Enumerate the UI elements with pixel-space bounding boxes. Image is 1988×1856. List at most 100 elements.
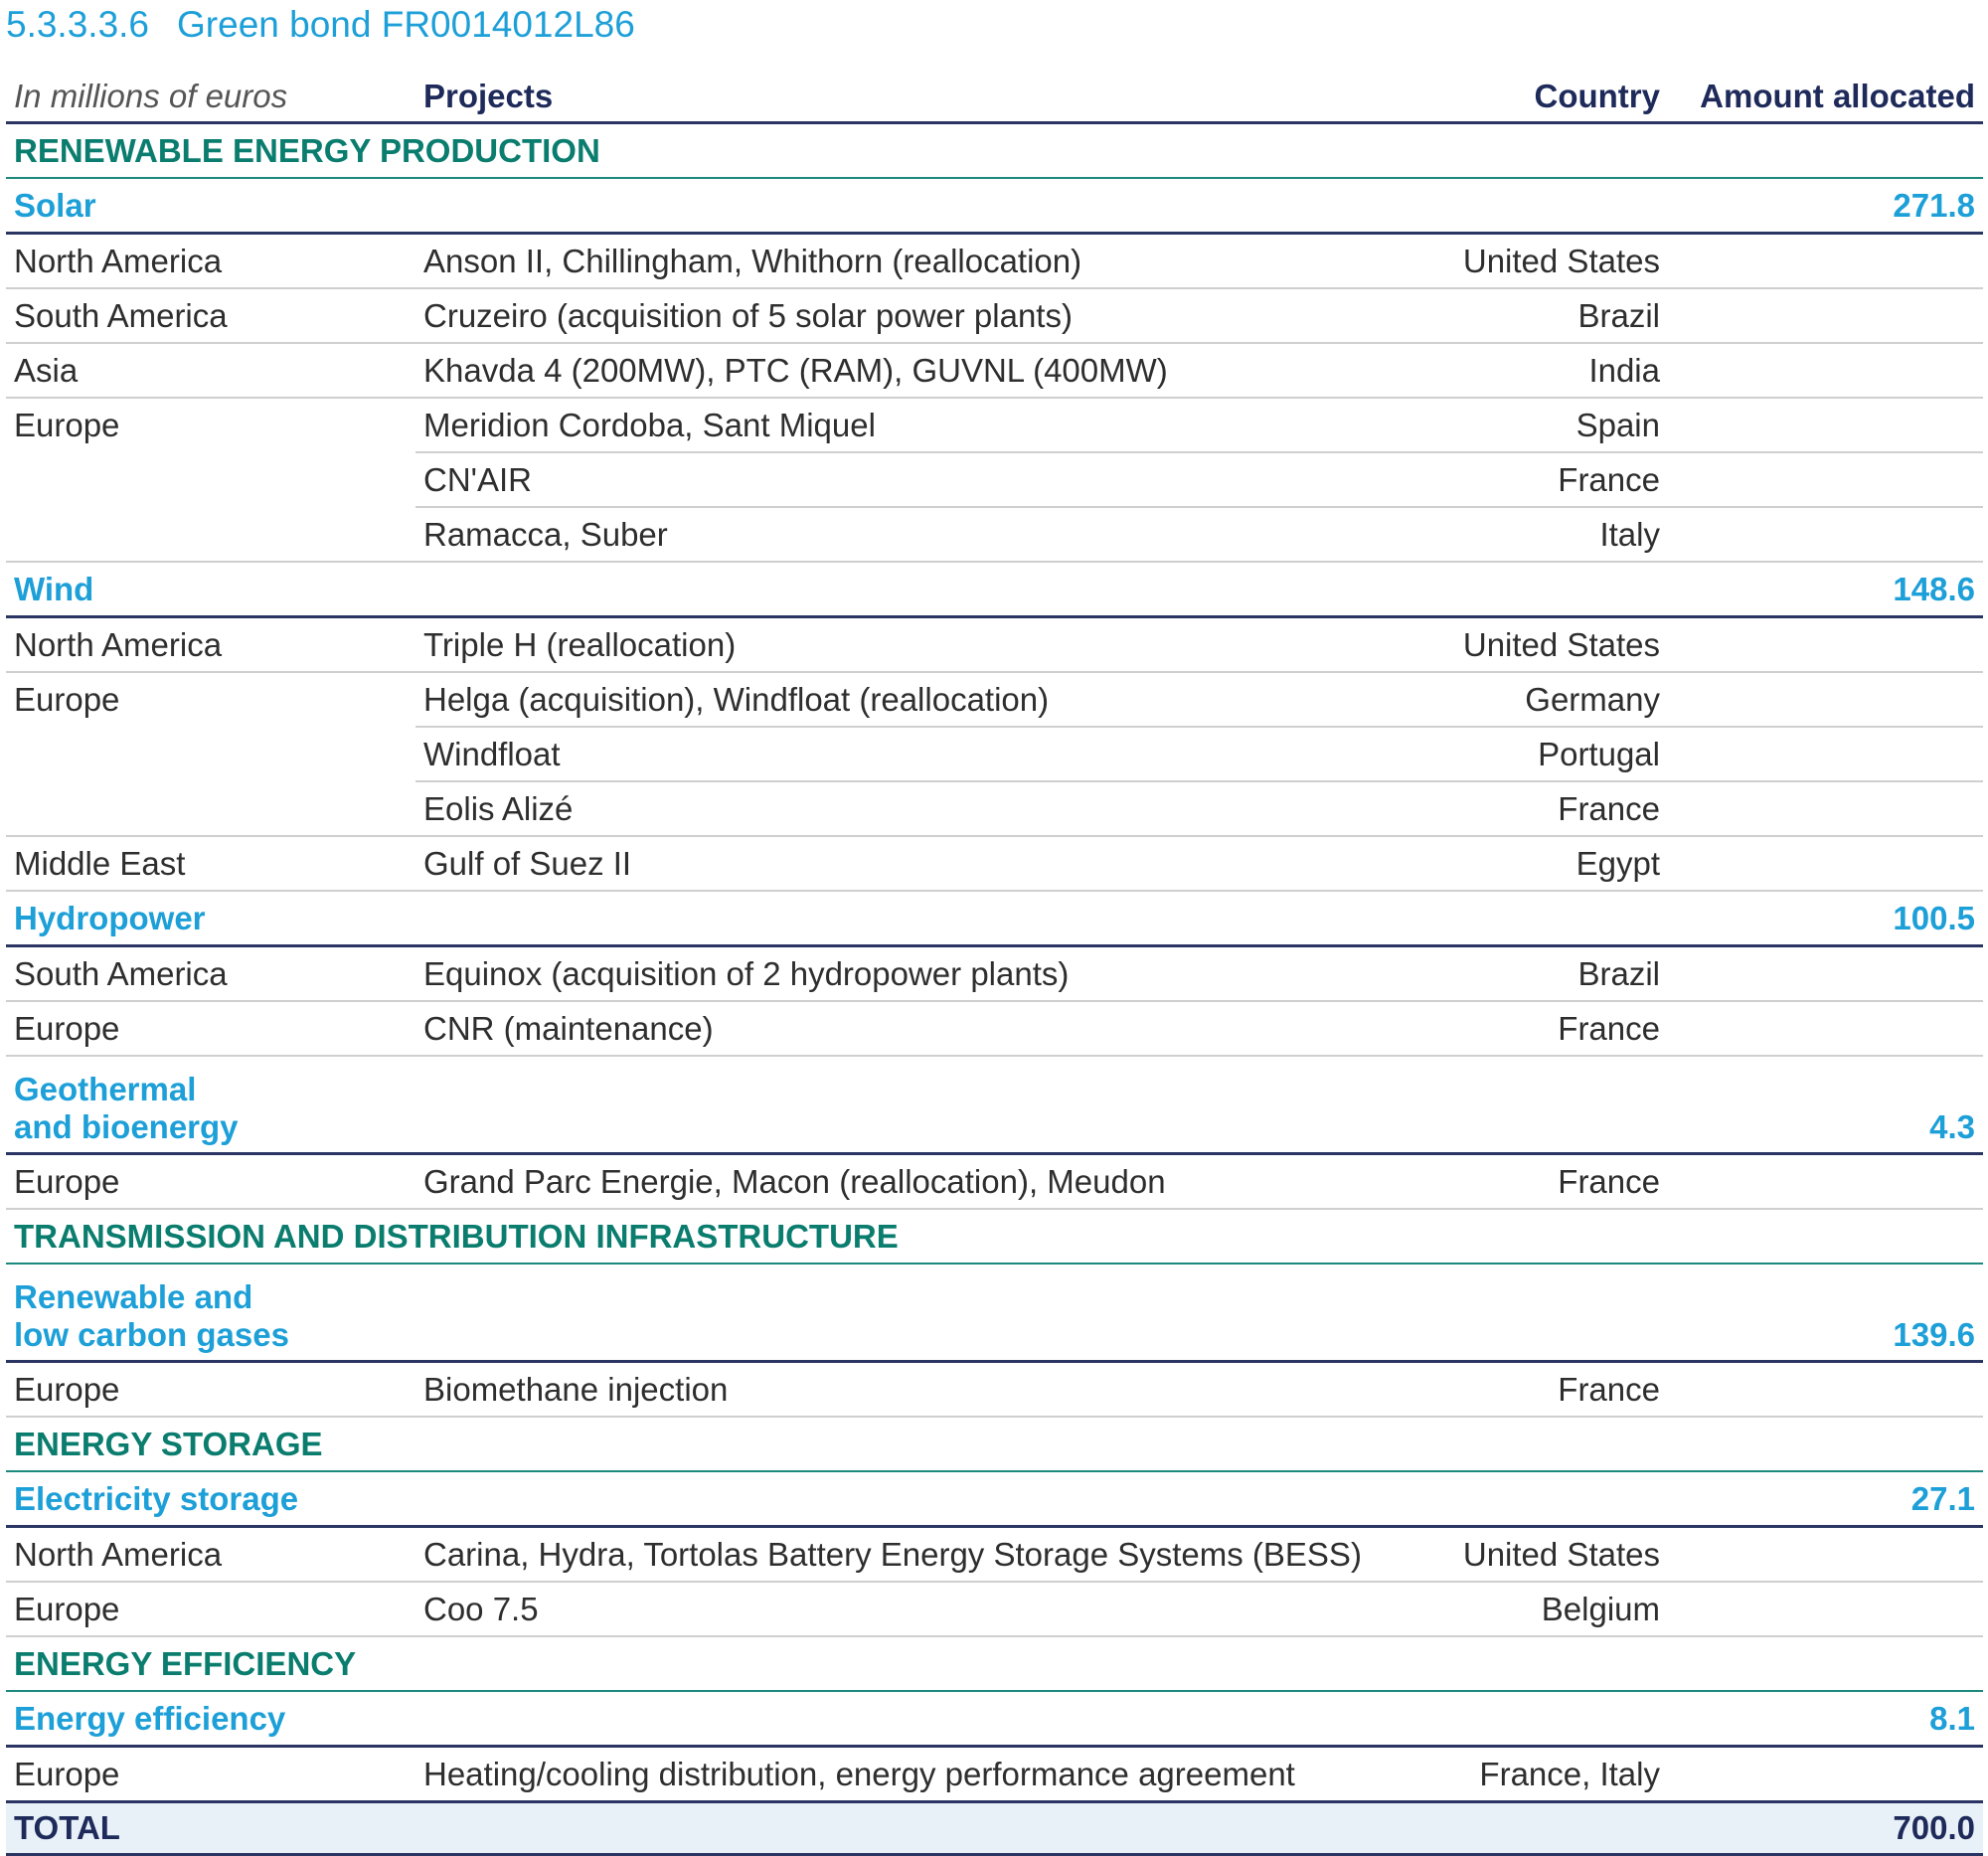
project-cell: Gulf of Suez II xyxy=(415,836,1409,892)
page-title: 5.3.3.3.6 Green bond FR0014012L86 xyxy=(6,4,635,46)
country-cell: Brazil xyxy=(1409,945,1668,1002)
project-cell: Meridion Cordoba, Sant Miquel xyxy=(415,398,1409,453)
country-cell: France xyxy=(1409,1001,1668,1057)
amount-cell xyxy=(1668,1526,1983,1583)
category-name-line2: low carbon gases xyxy=(14,1316,289,1353)
table-row: Europe CNR (maintenance) France xyxy=(6,1001,1983,1057)
region-cell: North America xyxy=(6,616,415,673)
project-cell: Biomethane injection xyxy=(415,1361,1409,1418)
region-cell: Europe xyxy=(14,680,120,718)
section-label: TRANSMISSION AND DISTRIBUTION INFRASTRUC… xyxy=(6,1209,1983,1265)
region-cell: North America xyxy=(6,1526,415,1583)
category-name: Renewable and low carbon gases xyxy=(6,1264,1668,1363)
project-cell: Khavda 4 (200MW), PTC (RAM), GUVNL (400M… xyxy=(415,343,1409,399)
section-label: ENERGY STORAGE xyxy=(6,1417,1983,1472)
section-number: 5.3.3.3.6 xyxy=(6,4,150,45)
category-name: Energy efficiency xyxy=(6,1691,1668,1748)
country-cell: United States xyxy=(1409,1526,1668,1583)
region-cell: South America xyxy=(6,945,415,1002)
region-cell xyxy=(6,507,415,563)
amount-cell xyxy=(1668,1582,1983,1637)
category-name-line2: and bioenergy xyxy=(14,1108,239,1145)
section-label: ENERGY EFFICIENCY xyxy=(6,1636,1983,1692)
category-row: Wind 148.6 xyxy=(6,562,1983,618)
region-cell: Middle East xyxy=(6,836,415,892)
country-cell: France, Italy xyxy=(1409,1746,1668,1803)
table-header-row: In millions of euros Projects Country Am… xyxy=(6,72,1983,124)
country-cell: Portugal xyxy=(1409,727,1668,782)
table-row: Eolis Alizé France xyxy=(6,781,1983,837)
table-row: Asia Khavda 4 (200MW), PTC (RAM), GUVNL … xyxy=(6,343,1983,399)
amount-header: Amount allocated xyxy=(1668,72,1983,124)
country-cell: United States xyxy=(1409,233,1668,289)
table-row: North America Anson II, Chillingham, Whi… xyxy=(6,233,1983,289)
region-cell: Europe xyxy=(6,1153,415,1210)
amount-cell xyxy=(1668,507,1983,563)
amount-cell xyxy=(1668,288,1983,344)
country-cell: Germany xyxy=(1409,672,1668,728)
project-cell: Windfloat xyxy=(415,727,1409,782)
project-cell: Cruzeiro (acquisition of 5 solar power p… xyxy=(415,288,1409,344)
project-cell: Grand Parc Energie, Macon (reallocation)… xyxy=(415,1153,1409,1210)
project-cell: Eolis Alizé xyxy=(415,781,1409,837)
country-cell: Italy xyxy=(1409,507,1668,563)
table-row: South America Equinox (acquisition of 2 … xyxy=(6,945,1983,1002)
amount-cell xyxy=(1668,233,1983,289)
region-cell: Europe xyxy=(6,1361,415,1418)
category-row: Hydropower 100.5 xyxy=(6,891,1983,947)
amount-cell xyxy=(1668,1746,1983,1803)
region-cell xyxy=(6,452,415,507)
category-row: Renewable and low carbon gases 139.6 xyxy=(6,1264,1983,1363)
category-name: Electricity storage xyxy=(6,1471,1668,1528)
category-name: Hydropower xyxy=(6,891,1668,947)
category-amount: 4.3 xyxy=(1668,1056,1983,1155)
country-cell: Spain xyxy=(1409,398,1668,453)
section-row: TRANSMISSION AND DISTRIBUTION INFRASTRUC… xyxy=(6,1209,1983,1265)
country-header: Country xyxy=(1409,72,1668,124)
table-row: Europe Biomethane injection France xyxy=(6,1361,1983,1418)
table-row: CN'AIR France xyxy=(6,452,1983,508)
amount-cell xyxy=(1668,1153,1983,1210)
category-amount: 27.1 xyxy=(1668,1471,1983,1528)
project-cell: Triple H (reallocation) xyxy=(415,616,1409,673)
country-cell: France xyxy=(1409,1361,1668,1418)
total-row: TOTAL 700.0 xyxy=(6,1800,1983,1856)
unit-header: In millions of euros xyxy=(6,72,415,124)
amount-cell xyxy=(1668,616,1983,673)
project-cell: Heating/cooling distribution, energy per… xyxy=(415,1746,1409,1803)
category-name: Solar xyxy=(6,178,1668,235)
table-row: Europe Helga (acquisition), Windfloat (r… xyxy=(6,672,1983,728)
country-cell: Egypt xyxy=(1409,836,1668,892)
table-row: North America Triple H (reallocation) Un… xyxy=(6,616,1983,673)
amount-cell xyxy=(1668,343,1983,399)
project-cell: CNR (maintenance) xyxy=(415,1001,1409,1057)
amount-cell xyxy=(1668,672,1983,728)
region-cell: Europe xyxy=(6,1582,415,1637)
table-row: Middle East Gulf of Suez II Egypt xyxy=(6,836,1983,892)
category-name-line1: Renewable and xyxy=(14,1278,253,1315)
project-cell: Ramacca, Suber xyxy=(415,507,1409,563)
region-cell xyxy=(6,727,415,781)
total-label: TOTAL xyxy=(6,1800,1668,1856)
category-amount: 271.8 xyxy=(1668,178,1983,235)
project-cell: Coo 7.5 xyxy=(415,1582,1409,1637)
country-cell: France xyxy=(1409,452,1668,508)
amount-cell xyxy=(1668,781,1983,837)
region-cell: Europe xyxy=(6,1746,415,1803)
amount-cell xyxy=(1668,1361,1983,1418)
amount-cell xyxy=(1668,398,1983,453)
country-cell: Brazil xyxy=(1409,288,1668,344)
project-cell: Helga (acquisition), Windfloat (realloca… xyxy=(415,672,1409,728)
category-row: Energy efficiency 8.1 xyxy=(6,1691,1983,1748)
table-row: Windfloat Portugal xyxy=(6,727,1983,782)
category-amount: 100.5 xyxy=(1668,891,1983,947)
country-cell: France xyxy=(1409,1153,1668,1210)
category-amount: 139.6 xyxy=(1668,1264,1983,1363)
table-row: Europe Heating/cooling distribution, ene… xyxy=(6,1746,1983,1803)
category-amount: 8.1 xyxy=(1668,1691,1983,1748)
country-cell: Belgium xyxy=(1409,1582,1668,1637)
table-row: Europe Grand Parc Energie, Macon (reallo… xyxy=(6,1153,1983,1210)
category-row: Electricity storage 27.1 xyxy=(6,1471,1983,1528)
section-label: RENEWABLE ENERGY PRODUCTION xyxy=(6,122,1983,179)
